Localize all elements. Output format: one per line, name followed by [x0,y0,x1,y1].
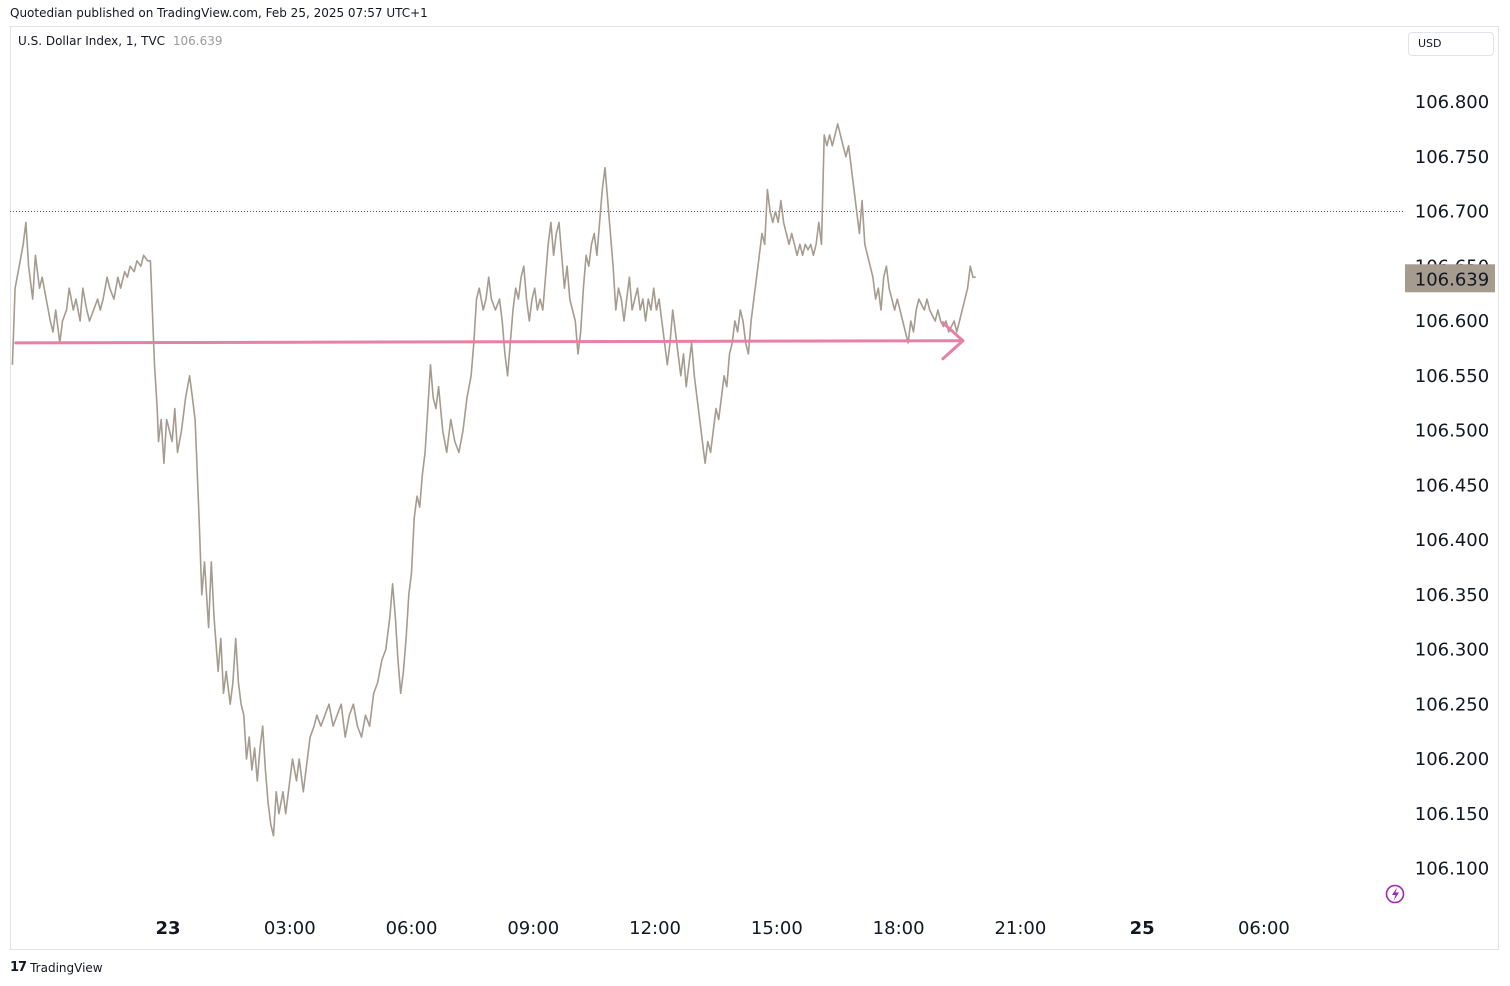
arrow-drawing[interactable] [14,339,965,345]
x-tick-label: 15:00 [751,918,803,939]
y-tick-label: 106.100 [1415,859,1489,880]
symbol-name[interactable]: U.S. Dollar Index, 1, TVC [18,34,166,48]
x-tick-label: 12:00 [629,918,681,939]
y-tick-label: 106.200 [1415,749,1489,770]
last-price-tag [1405,264,1495,293]
x-tick-label: 06:00 [386,918,438,939]
y-tick-label: 106.800 [1415,92,1489,113]
price-series-line [11,123,976,837]
y-tick-label: 106.500 [1415,421,1489,442]
y-tick-label: 106.350 [1415,585,1489,606]
lightning-icon[interactable] [1385,884,1405,904]
x-tick-label: 25 [1130,918,1155,939]
chart-legend: U.S. Dollar Index, 1, TVC 106.639 [18,34,223,48]
x-tick-label: 06:00 [1238,918,1290,939]
arrow-head[interactable] [941,321,965,361]
publisher-line: Quotedian published on TradingView.com, … [10,6,428,20]
y-tick-label: 106.400 [1415,530,1489,551]
x-tick-label: 23 [155,918,180,939]
tradingview-logo-icon: 17 [10,960,27,975]
y-tick-label: 106.600 [1415,311,1489,332]
y-tick-label: 106.550 [1415,366,1489,387]
x-tick-label: 03:00 [264,918,316,939]
y-tick-label: 106.150 [1415,804,1489,825]
legend-last-price: 106.639 [172,34,223,48]
y-tick-label: 106.700 [1415,202,1489,223]
footer-brand[interactable]: 17 TradingView [10,960,103,975]
footer-brand-label: TradingView [30,960,103,975]
currency-button[interactable]: USD [1408,32,1494,56]
y-tick-label: 106.450 [1415,475,1489,496]
y-tick-label: 106.250 [1415,694,1489,715]
chart-frame [10,26,1499,950]
y-tick-label: 106.750 [1415,147,1489,168]
last-price-label: 106.639 [1415,269,1489,290]
y-tick-label: 106.300 [1415,640,1489,661]
x-tick-label: 09:00 [507,918,559,939]
x-tick-label: 21:00 [994,918,1046,939]
x-tick-label: 18:00 [873,918,925,939]
